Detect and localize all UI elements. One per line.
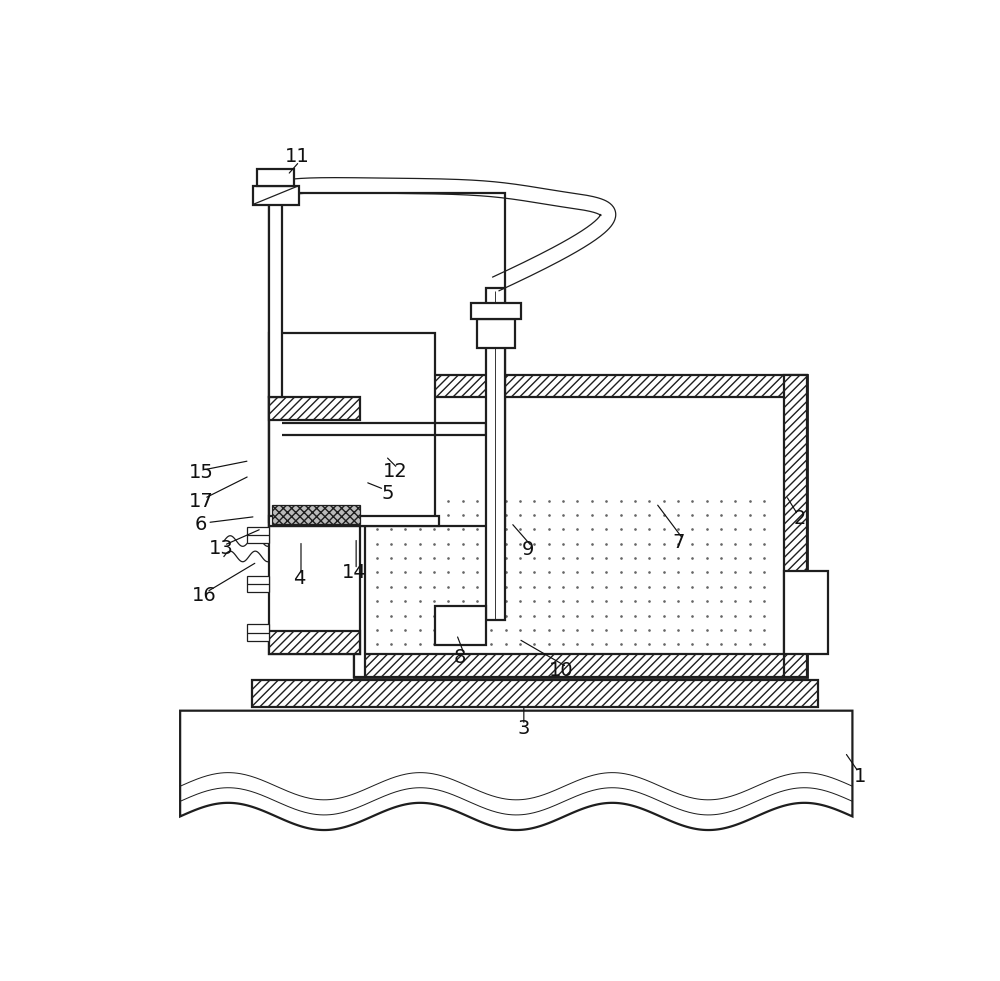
Bar [354,375,365,677]
Text: 5: 5 [382,484,394,502]
Text: 11: 11 [285,147,310,167]
Bar [272,504,360,524]
Bar [354,375,807,397]
Text: 16: 16 [192,586,217,604]
Bar [269,333,435,522]
Bar [354,375,807,677]
Bar [784,571,828,654]
Bar [784,375,807,677]
Text: 15: 15 [189,463,214,483]
Bar [269,397,360,420]
Bar [269,632,360,654]
Text: 13: 13 [209,539,234,558]
Bar [435,605,486,645]
Text: 8: 8 [453,648,466,667]
Bar [269,193,505,527]
Text: 12: 12 [383,462,408,481]
Bar [247,625,269,641]
Bar [269,397,360,654]
Text: 3: 3 [518,718,530,738]
Text: 1: 1 [854,767,866,786]
Bar [486,287,505,620]
Text: 2: 2 [793,508,806,528]
Bar [247,576,269,593]
Text: 14: 14 [341,563,366,582]
Bar [253,185,299,205]
Text: 9: 9 [521,541,534,559]
Bar [471,303,521,320]
Bar [269,193,282,397]
Bar [269,516,439,527]
Bar [252,681,818,707]
Text: 17: 17 [189,491,214,511]
Text: 7: 7 [672,533,685,551]
Text: 6: 6 [195,515,207,534]
Bar [257,169,294,185]
Bar [247,527,269,543]
Text: 10: 10 [549,661,574,680]
Text: 4: 4 [293,569,306,588]
Bar [477,320,515,348]
Polygon shape [180,710,852,830]
Bar [354,654,807,677]
